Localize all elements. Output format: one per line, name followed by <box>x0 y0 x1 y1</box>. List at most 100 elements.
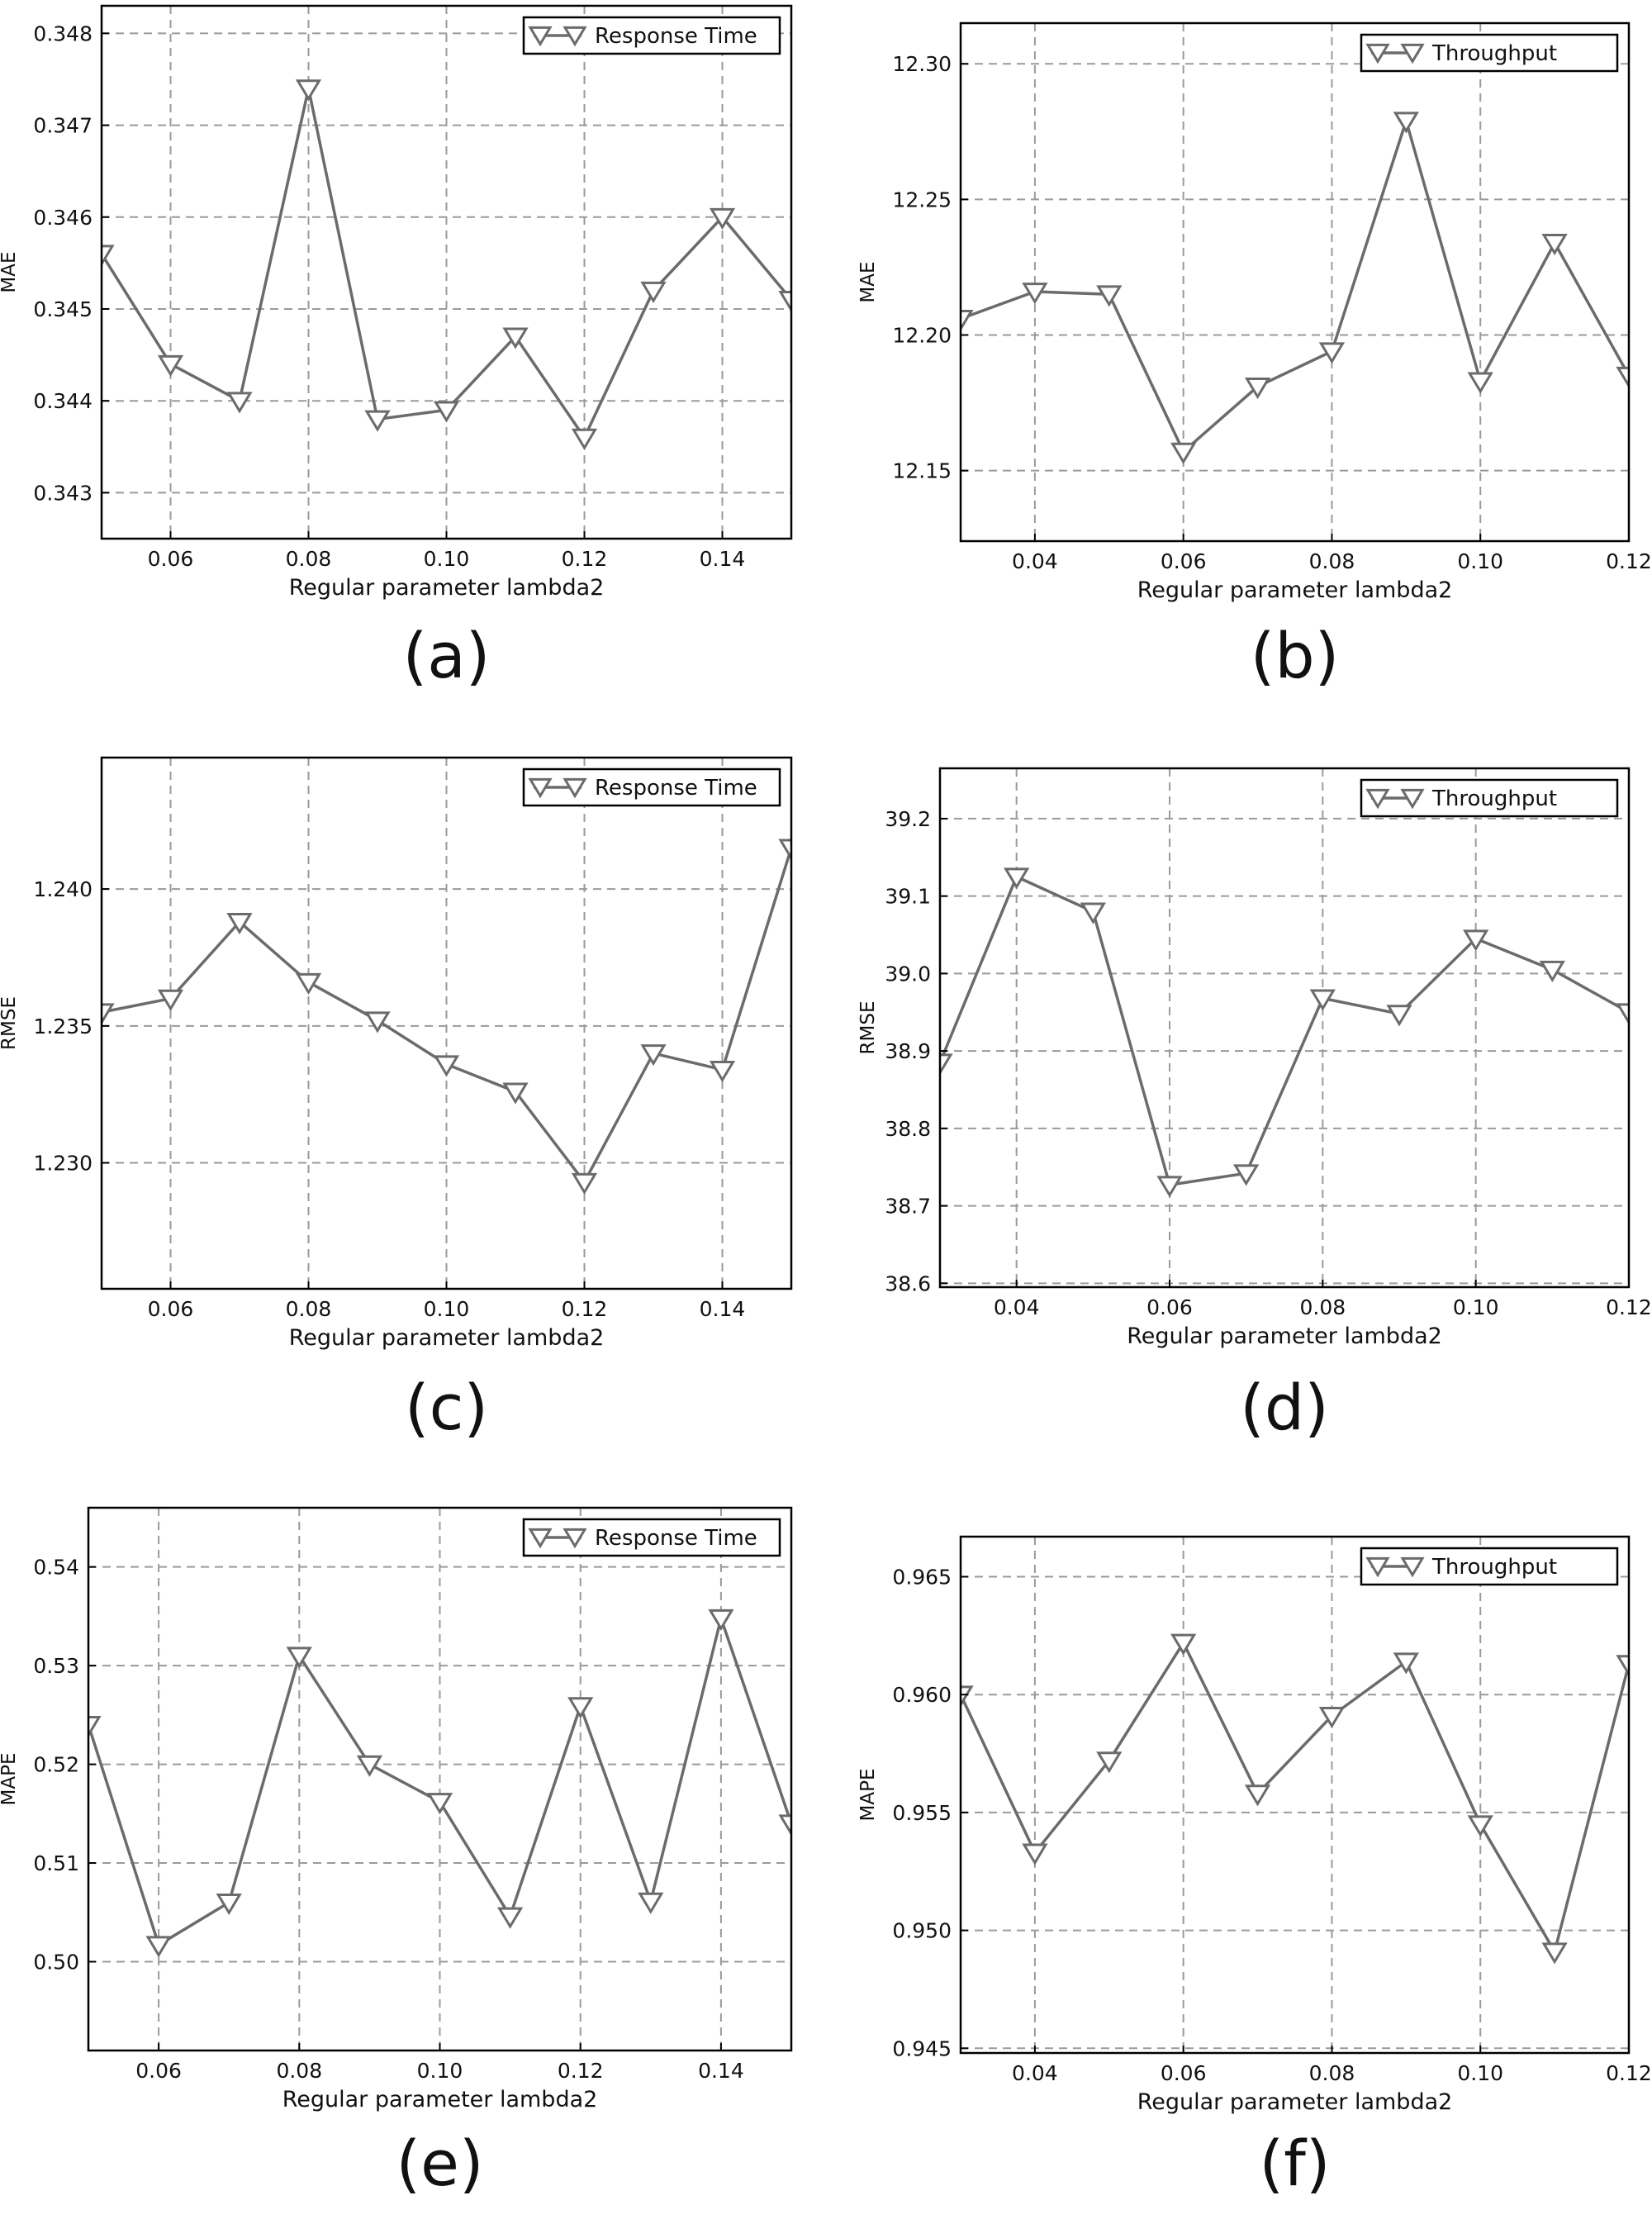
legend: Response Time <box>522 767 781 807</box>
y-tick-label: 0.965 <box>892 1566 952 1590</box>
legend-label: Response Time <box>595 24 757 49</box>
x-tick-label: 0.08 <box>276 2059 322 2083</box>
data-point-marker <box>286 1647 312 1669</box>
y-tick-label: 38.7 <box>885 1195 931 1219</box>
data-point-marker <box>1170 442 1197 464</box>
legend-marker <box>528 26 553 47</box>
data-point-marker <box>1541 234 1568 256</box>
x-tick-label: 0.04 <box>1012 2061 1058 2085</box>
x-tick-label: 0.06 <box>1161 549 1207 573</box>
data-point-marker <box>1386 1005 1412 1027</box>
legend: Response Time <box>522 1518 781 1557</box>
x-tick-label: 0.14 <box>700 547 746 571</box>
x-tick-label: 0.10 <box>424 547 470 571</box>
y-tick-label: 0.344 <box>33 389 93 413</box>
data-point-marker <box>1467 372 1493 394</box>
legend-label: Throughput <box>1431 1555 1557 1580</box>
y-tick-label: 12.25 <box>892 188 952 211</box>
data-point-marker <box>1541 1942 1568 1965</box>
data-point-marker <box>1096 1751 1123 1774</box>
legend: Response Time <box>522 16 781 55</box>
x-tick-label: 0.14 <box>700 1297 746 1321</box>
panel-caption: (a) <box>403 619 491 692</box>
legend-marker <box>1400 43 1425 64</box>
x-axis-label: Regular parameter lambda2 <box>1127 1323 1442 1349</box>
data-point-marker <box>1318 1707 1346 1729</box>
y-tick-label: 38.8 <box>885 1117 931 1141</box>
legend-marker <box>1365 1556 1390 1578</box>
data-point-marker <box>961 309 974 332</box>
x-tick-label: 0.10 <box>417 2059 463 2083</box>
legend-label: Response Time <box>595 1526 757 1551</box>
data-point-marker <box>1616 366 1629 389</box>
subplot-b: 0.04 0.06 0.08 0.10 0.12 12.15 12.20 12.25 12.30… <box>857 21 1652 692</box>
data-point-marker <box>1244 378 1271 400</box>
x-tick-label: 0.10 <box>1457 2061 1503 2085</box>
data-point-marker <box>708 1609 734 1632</box>
data-point-marker <box>961 1685 974 1708</box>
y-tick-label: 0.960 <box>892 1683 952 1707</box>
data-point-marker <box>1170 1633 1197 1656</box>
y-tick-label: 1.240 <box>33 877 93 901</box>
x-tick-label: 0.12 <box>1606 2061 1652 2085</box>
panel-caption: (e) <box>396 2127 483 2200</box>
series-line <box>961 1639 1629 1956</box>
legend-box <box>1360 1547 1619 1586</box>
data-point-marker <box>709 207 736 230</box>
y-tick-label: 0.51 <box>33 1851 79 1875</box>
legend-marker <box>1400 1556 1425 1578</box>
data-point-marker <box>496 1907 524 1929</box>
data-point-marker <box>571 428 598 450</box>
x-axis-label: Regular parameter lambda2 <box>1137 577 1453 603</box>
legend-label: Throughput <box>1431 786 1557 811</box>
y-tick-label: 0.343 <box>33 481 93 505</box>
data-point-marker <box>640 281 667 304</box>
data-point-marker <box>1096 285 1123 307</box>
x-tick-label: 0.06 <box>1161 2061 1207 2085</box>
legend: Throughput <box>1360 778 1619 818</box>
panel-caption: (c) <box>405 1371 488 1444</box>
data-point-marker <box>502 1082 529 1105</box>
legend-marker <box>528 1528 553 1549</box>
x-axis-label: Regular parameter lambda2 <box>289 575 605 601</box>
data-point-marker <box>1022 1843 1048 1865</box>
legend-marker <box>1365 43 1390 64</box>
data-point-marker <box>1233 1164 1260 1186</box>
data-point-marker <box>426 1793 453 1815</box>
x-axis-label: Regular parameter lambda2 <box>282 2087 598 2112</box>
x-tick-label: 0.08 <box>286 547 332 571</box>
y-tick-label: 0.50 <box>33 1950 79 1974</box>
data-point-marker <box>1539 960 1565 982</box>
y-tick-label: 38.9 <box>885 1039 931 1063</box>
data-point-marker <box>88 1715 102 1738</box>
x-tick-label: 0.06 <box>135 2059 182 2083</box>
x-tick-label: 0.06 <box>1146 1295 1193 1319</box>
legend-marker <box>563 26 587 47</box>
data-point-marker <box>567 1697 594 1719</box>
x-tick-label: 0.08 <box>1299 1295 1346 1319</box>
data-point-marker <box>1156 1176 1183 1198</box>
x-tick-label: 0.12 <box>558 2059 604 2083</box>
x-tick-label: 0.06 <box>148 1297 194 1321</box>
legend-label: Response Time <box>595 776 757 801</box>
x-axis-label: Regular parameter lambda2 <box>1137 2089 1453 2115</box>
x-tick-label: 0.12 <box>1606 1295 1652 1319</box>
series-line <box>961 116 1629 454</box>
data-point-marker <box>1022 283 1048 305</box>
legend-marker <box>563 1528 587 1549</box>
data-point-marker <box>1616 1003 1629 1025</box>
legend-marker <box>1400 788 1425 810</box>
legend-marker <box>528 777 553 799</box>
x-tick-label: 0.12 <box>562 547 608 571</box>
y-tick-label: 0.54 <box>33 1556 79 1580</box>
panel-caption: (f) <box>1259 2127 1330 2200</box>
data-point-marker <box>1616 1655 1629 1677</box>
x-tick-label: 0.14 <box>698 2059 744 2083</box>
y-tick-label: 39.1 <box>885 885 931 909</box>
data-point-marker <box>1467 1815 1493 1837</box>
y-tick-label: 0.950 <box>892 1919 952 1943</box>
y-axis-label: MAPE <box>0 1753 20 1806</box>
y-tick-label: 0.955 <box>892 1801 952 1825</box>
y-tick-label: 39.2 <box>885 807 931 831</box>
data-point-marker <box>1318 342 1346 364</box>
